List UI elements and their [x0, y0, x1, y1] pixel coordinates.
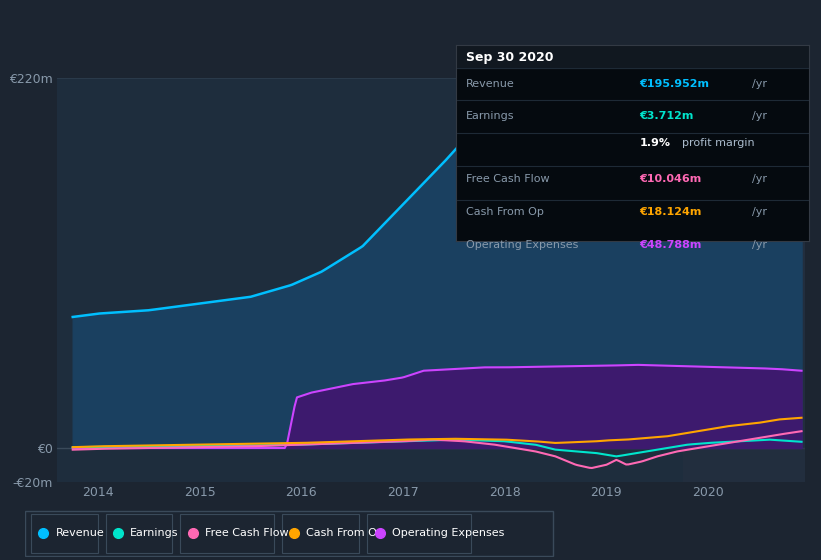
FancyBboxPatch shape	[106, 514, 172, 553]
Bar	[456, 45, 809, 68]
Bar	[682, 78, 805, 482]
Text: Operating Expenses: Operating Expenses	[466, 240, 579, 250]
Text: /yr: /yr	[752, 79, 767, 89]
FancyBboxPatch shape	[25, 511, 553, 556]
Text: /yr: /yr	[752, 240, 767, 250]
Text: profit margin: profit margin	[681, 138, 754, 148]
Text: €48.788m: €48.788m	[640, 240, 702, 250]
Text: €195.952m: €195.952m	[640, 79, 709, 89]
Text: 1.9%: 1.9%	[640, 138, 670, 148]
Text: Revenue: Revenue	[56, 529, 104, 538]
Text: Revenue: Revenue	[466, 79, 515, 89]
Text: Cash From Op: Cash From Op	[306, 529, 384, 538]
Text: Cash From Op: Cash From Op	[466, 207, 544, 217]
FancyBboxPatch shape	[31, 514, 98, 553]
Text: Earnings: Earnings	[466, 111, 515, 122]
Text: /yr: /yr	[752, 174, 767, 184]
Text: Earnings: Earnings	[131, 529, 179, 538]
Text: Sep 30 2020: Sep 30 2020	[466, 51, 553, 64]
Text: €3.712m: €3.712m	[640, 111, 694, 122]
Text: Free Cash Flow: Free Cash Flow	[466, 174, 550, 184]
Text: Free Cash Flow: Free Cash Flow	[205, 529, 289, 538]
FancyBboxPatch shape	[282, 514, 360, 553]
FancyBboxPatch shape	[367, 514, 471, 553]
Text: /yr: /yr	[752, 207, 767, 217]
Text: /yr: /yr	[752, 111, 767, 122]
Text: €10.046m: €10.046m	[640, 174, 701, 184]
Text: Operating Expenses: Operating Expenses	[392, 529, 504, 538]
FancyBboxPatch shape	[181, 514, 274, 553]
Text: €18.124m: €18.124m	[640, 207, 702, 217]
